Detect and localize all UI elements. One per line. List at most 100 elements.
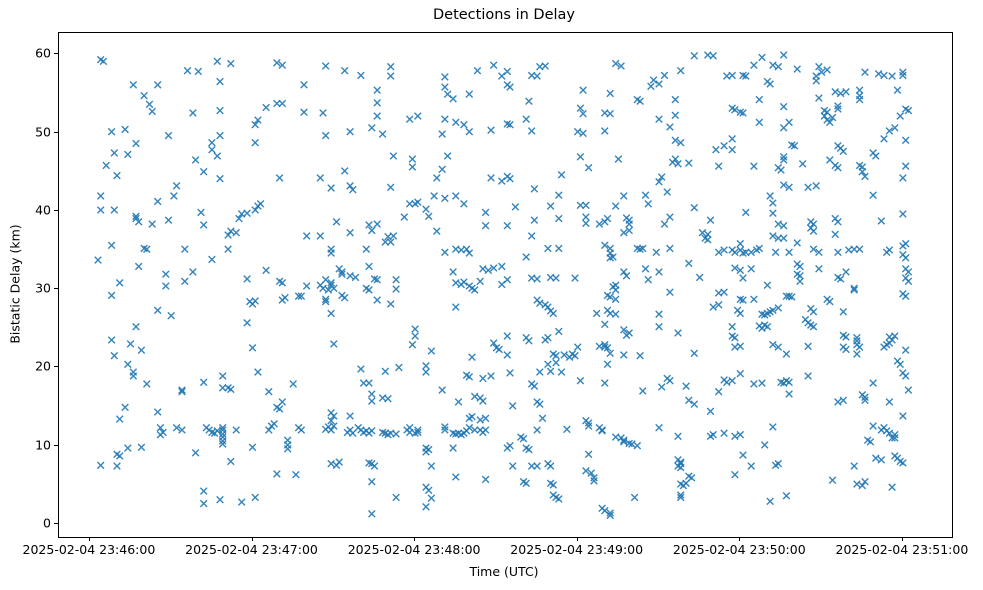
scatter-marker xyxy=(262,103,270,112)
scatter-marker xyxy=(533,72,541,80)
scatter-marker xyxy=(809,322,818,331)
scatter-marker xyxy=(731,106,739,114)
scatter-marker xyxy=(536,400,544,408)
scatter-marker xyxy=(544,333,552,342)
scatter-marker xyxy=(452,192,460,200)
scatter-marker xyxy=(639,244,647,253)
scatter-marker xyxy=(199,499,208,508)
scatter-marker xyxy=(327,309,335,318)
scatter-marker xyxy=(227,385,235,394)
scatter-marker xyxy=(121,125,129,134)
scatter-marker xyxy=(676,491,685,499)
scatter-marker xyxy=(422,368,430,376)
scatter-marker xyxy=(685,159,693,167)
scatter-marker xyxy=(649,76,658,84)
scatter-marker xyxy=(218,423,227,432)
scatter-marker xyxy=(408,155,417,163)
scatter-marker xyxy=(766,80,774,88)
scatter-marker xyxy=(143,380,151,388)
scatter-marker xyxy=(170,192,178,200)
scatter-marker xyxy=(321,297,330,306)
scatter-marker xyxy=(381,367,390,376)
scatter-marker xyxy=(731,470,739,479)
x-tick-mark xyxy=(88,537,90,541)
scatter-marker xyxy=(132,212,140,221)
scatter-marker xyxy=(785,183,793,192)
scatter-marker xyxy=(603,344,612,352)
scatter-marker xyxy=(779,156,788,164)
scatter-marker xyxy=(321,131,330,140)
scatter-marker xyxy=(809,245,818,253)
scatter-marker xyxy=(273,59,281,67)
scatter-marker xyxy=(606,254,614,262)
scatter-marker xyxy=(414,428,422,437)
scatter-marker xyxy=(641,265,650,273)
scatter-marker xyxy=(611,295,620,304)
y-tick-mark xyxy=(54,288,58,290)
scatter-marker xyxy=(595,220,604,228)
scatter-marker xyxy=(695,273,704,282)
scatter-marker xyxy=(690,349,699,358)
scatter-marker xyxy=(541,62,549,70)
scatter-marker xyxy=(769,199,777,207)
scatter-marker xyxy=(850,245,858,253)
scatter-marker xyxy=(191,156,200,164)
scatter-marker xyxy=(346,228,354,237)
scatter-marker xyxy=(798,160,807,168)
scatter-marker xyxy=(804,183,812,192)
scatter-marker xyxy=(573,127,582,136)
scatter-marker xyxy=(275,174,284,182)
scatter-marker xyxy=(579,86,587,94)
scatter-marker xyxy=(327,416,335,425)
scatter-marker xyxy=(877,217,886,225)
scatter-marker xyxy=(156,423,165,432)
scatter-marker xyxy=(766,192,774,200)
scatter-marker xyxy=(335,458,343,466)
scatter-marker xyxy=(901,136,910,145)
scatter-marker xyxy=(392,493,400,502)
scatter-marker xyxy=(441,83,449,91)
scatter-marker xyxy=(481,221,490,230)
y-tick-mark xyxy=(54,209,58,211)
scatter-marker xyxy=(739,296,747,304)
x-tick-label: 2025-02-04 23:46:00 xyxy=(22,542,156,557)
scatter-marker xyxy=(134,218,143,226)
scatter-marker xyxy=(460,200,468,208)
scatter-marker xyxy=(630,493,639,502)
scatter-marker xyxy=(736,309,745,318)
scatter-marker xyxy=(601,320,609,329)
scatter-marker xyxy=(674,432,682,441)
scatter-marker xyxy=(338,268,346,276)
scatter-marker xyxy=(815,62,823,71)
scatter-marker xyxy=(465,373,474,381)
scatter-marker xyxy=(107,241,116,250)
scatter-marker xyxy=(855,343,864,351)
scatter-marker xyxy=(465,90,474,98)
scatter-marker xyxy=(110,149,119,157)
y-tick-label: 30 xyxy=(35,280,51,296)
scatter-marker xyxy=(487,372,495,380)
scatter-marker xyxy=(896,360,904,369)
scatter-marker xyxy=(441,426,449,434)
scatter-marker xyxy=(552,274,560,282)
scatter-marker xyxy=(893,86,902,94)
scatter-marker xyxy=(365,262,373,271)
scatter-marker xyxy=(720,246,728,254)
scatter-marker xyxy=(793,65,801,73)
scatter-marker xyxy=(137,346,146,354)
scatter-marker xyxy=(885,246,894,254)
scatter-marker xyxy=(427,462,436,470)
scatter-marker xyxy=(834,398,842,406)
scatter-marker xyxy=(107,291,116,300)
scatter-marker xyxy=(300,81,308,89)
scatter-marker xyxy=(785,292,793,300)
scatter-marker xyxy=(901,346,910,354)
x-tick-mark xyxy=(739,537,741,541)
y-tick-mark xyxy=(54,366,58,368)
scatter-marker xyxy=(766,497,774,506)
scatter-marker xyxy=(433,174,441,182)
scatter-marker xyxy=(611,59,620,68)
scatter-marker xyxy=(790,142,799,150)
scatter-marker xyxy=(850,462,858,470)
scatter-marker xyxy=(736,239,745,248)
